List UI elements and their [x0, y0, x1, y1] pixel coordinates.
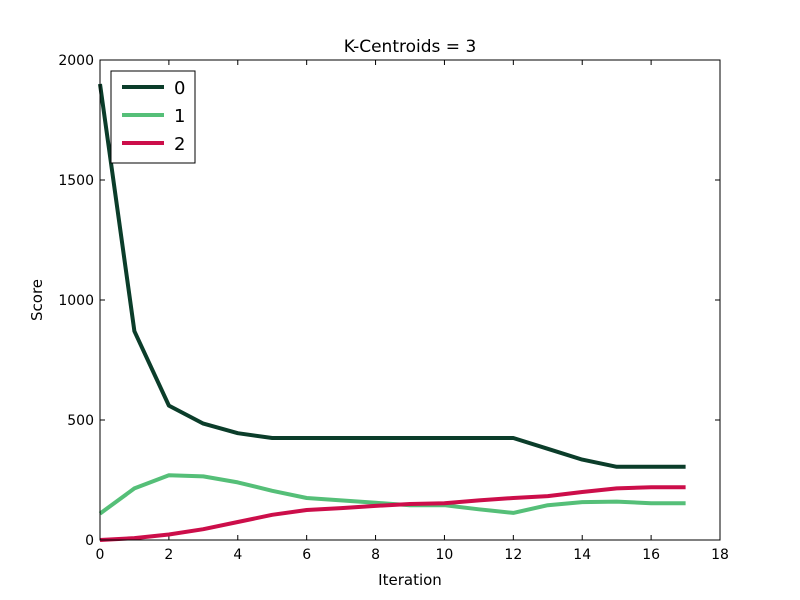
x-tick-label: 16 — [642, 547, 660, 563]
y-tick-label: 1500 — [58, 173, 94, 189]
y-tick-label: 1000 — [58, 293, 94, 309]
legend-label-2: 2 — [174, 134, 185, 155]
y-axis-label: Score — [28, 279, 46, 321]
y-tick-label: 0 — [85, 533, 94, 549]
chart-title: K-Centroids = 3 — [344, 37, 477, 57]
series-line-1 — [98, 473, 686, 516]
x-tick-label: 6 — [302, 547, 311, 563]
legend-label-0: 0 — [174, 78, 185, 99]
y-tick-label: 2000 — [58, 53, 94, 69]
x-tick-label: 12 — [504, 547, 522, 563]
x-tick-label: 18 — [711, 547, 729, 563]
x-tick-label: 14 — [573, 547, 591, 563]
plot-frame — [99, 59, 721, 541]
x-tick-label: 2 — [164, 547, 173, 563]
x-tick-label: 8 — [371, 547, 380, 563]
series-layer — [98, 83, 686, 542]
x-tick-label: 4 — [233, 547, 242, 563]
series-line-2 — [99, 485, 686, 542]
y-tick-label: 500 — [67, 413, 94, 429]
legend-label-1: 1 — [174, 106, 185, 127]
series-line-0 — [98, 83, 686, 469]
x-tick-label: 10 — [436, 547, 454, 563]
x-axis-label: Iteration — [378, 571, 442, 589]
x-tick-label: 0 — [96, 547, 105, 563]
legend: 0 1 2 — [110, 70, 196, 164]
